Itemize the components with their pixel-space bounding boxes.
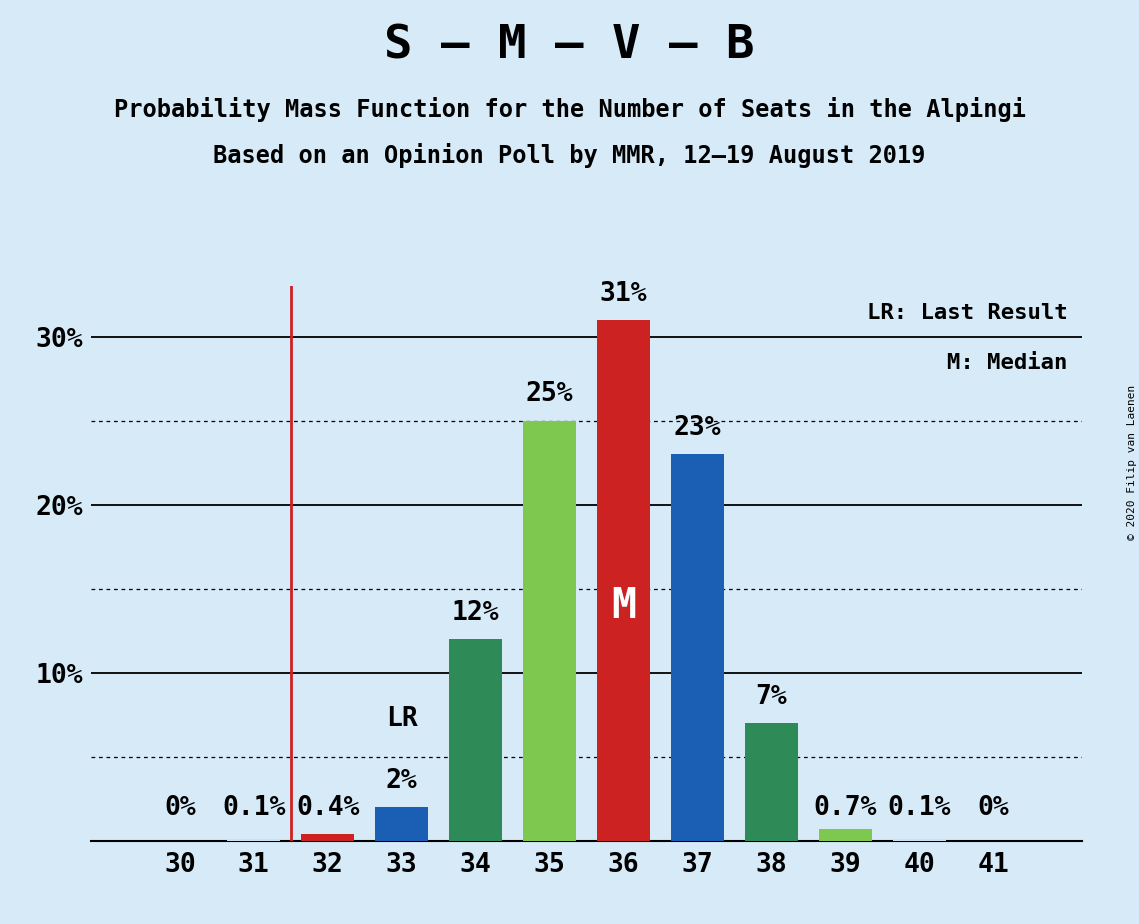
Bar	[597, 320, 650, 841]
Bar	[375, 808, 428, 841]
Text: 7%: 7%	[755, 684, 787, 710]
Text: M: M	[611, 585, 636, 626]
Bar	[227, 839, 280, 841]
Text: 23%: 23%	[673, 415, 721, 441]
Text: LR: LR	[386, 706, 418, 732]
Text: 2%: 2%	[386, 768, 418, 794]
Bar	[301, 834, 354, 841]
Text: Probability Mass Function for the Number of Seats in the Alpingi: Probability Mass Function for the Number…	[114, 97, 1025, 122]
Text: M: Median: M: Median	[947, 353, 1067, 373]
Text: 0.4%: 0.4%	[296, 795, 360, 821]
Bar	[523, 420, 576, 841]
Bar	[449, 639, 502, 841]
Text: 25%: 25%	[526, 382, 573, 407]
Text: LR: Last Result: LR: Last Result	[867, 303, 1067, 323]
Text: 0.1%: 0.1%	[887, 795, 951, 821]
Text: 31%: 31%	[600, 281, 647, 307]
Text: 0.1%: 0.1%	[222, 795, 286, 821]
Bar	[671, 455, 724, 841]
Text: 0%: 0%	[977, 795, 1009, 821]
Text: 0.7%: 0.7%	[813, 795, 877, 821]
Bar	[745, 723, 798, 841]
Bar	[893, 839, 947, 841]
Text: 12%: 12%	[452, 600, 500, 626]
Text: 0%: 0%	[164, 795, 196, 821]
Bar	[819, 829, 872, 841]
Text: Based on an Opinion Poll by MMR, 12–19 August 2019: Based on an Opinion Poll by MMR, 12–19 A…	[213, 143, 926, 168]
Text: © 2020 Filip van Laenen: © 2020 Filip van Laenen	[1126, 384, 1137, 540]
Text: S – M – V – B: S – M – V – B	[384, 23, 755, 68]
